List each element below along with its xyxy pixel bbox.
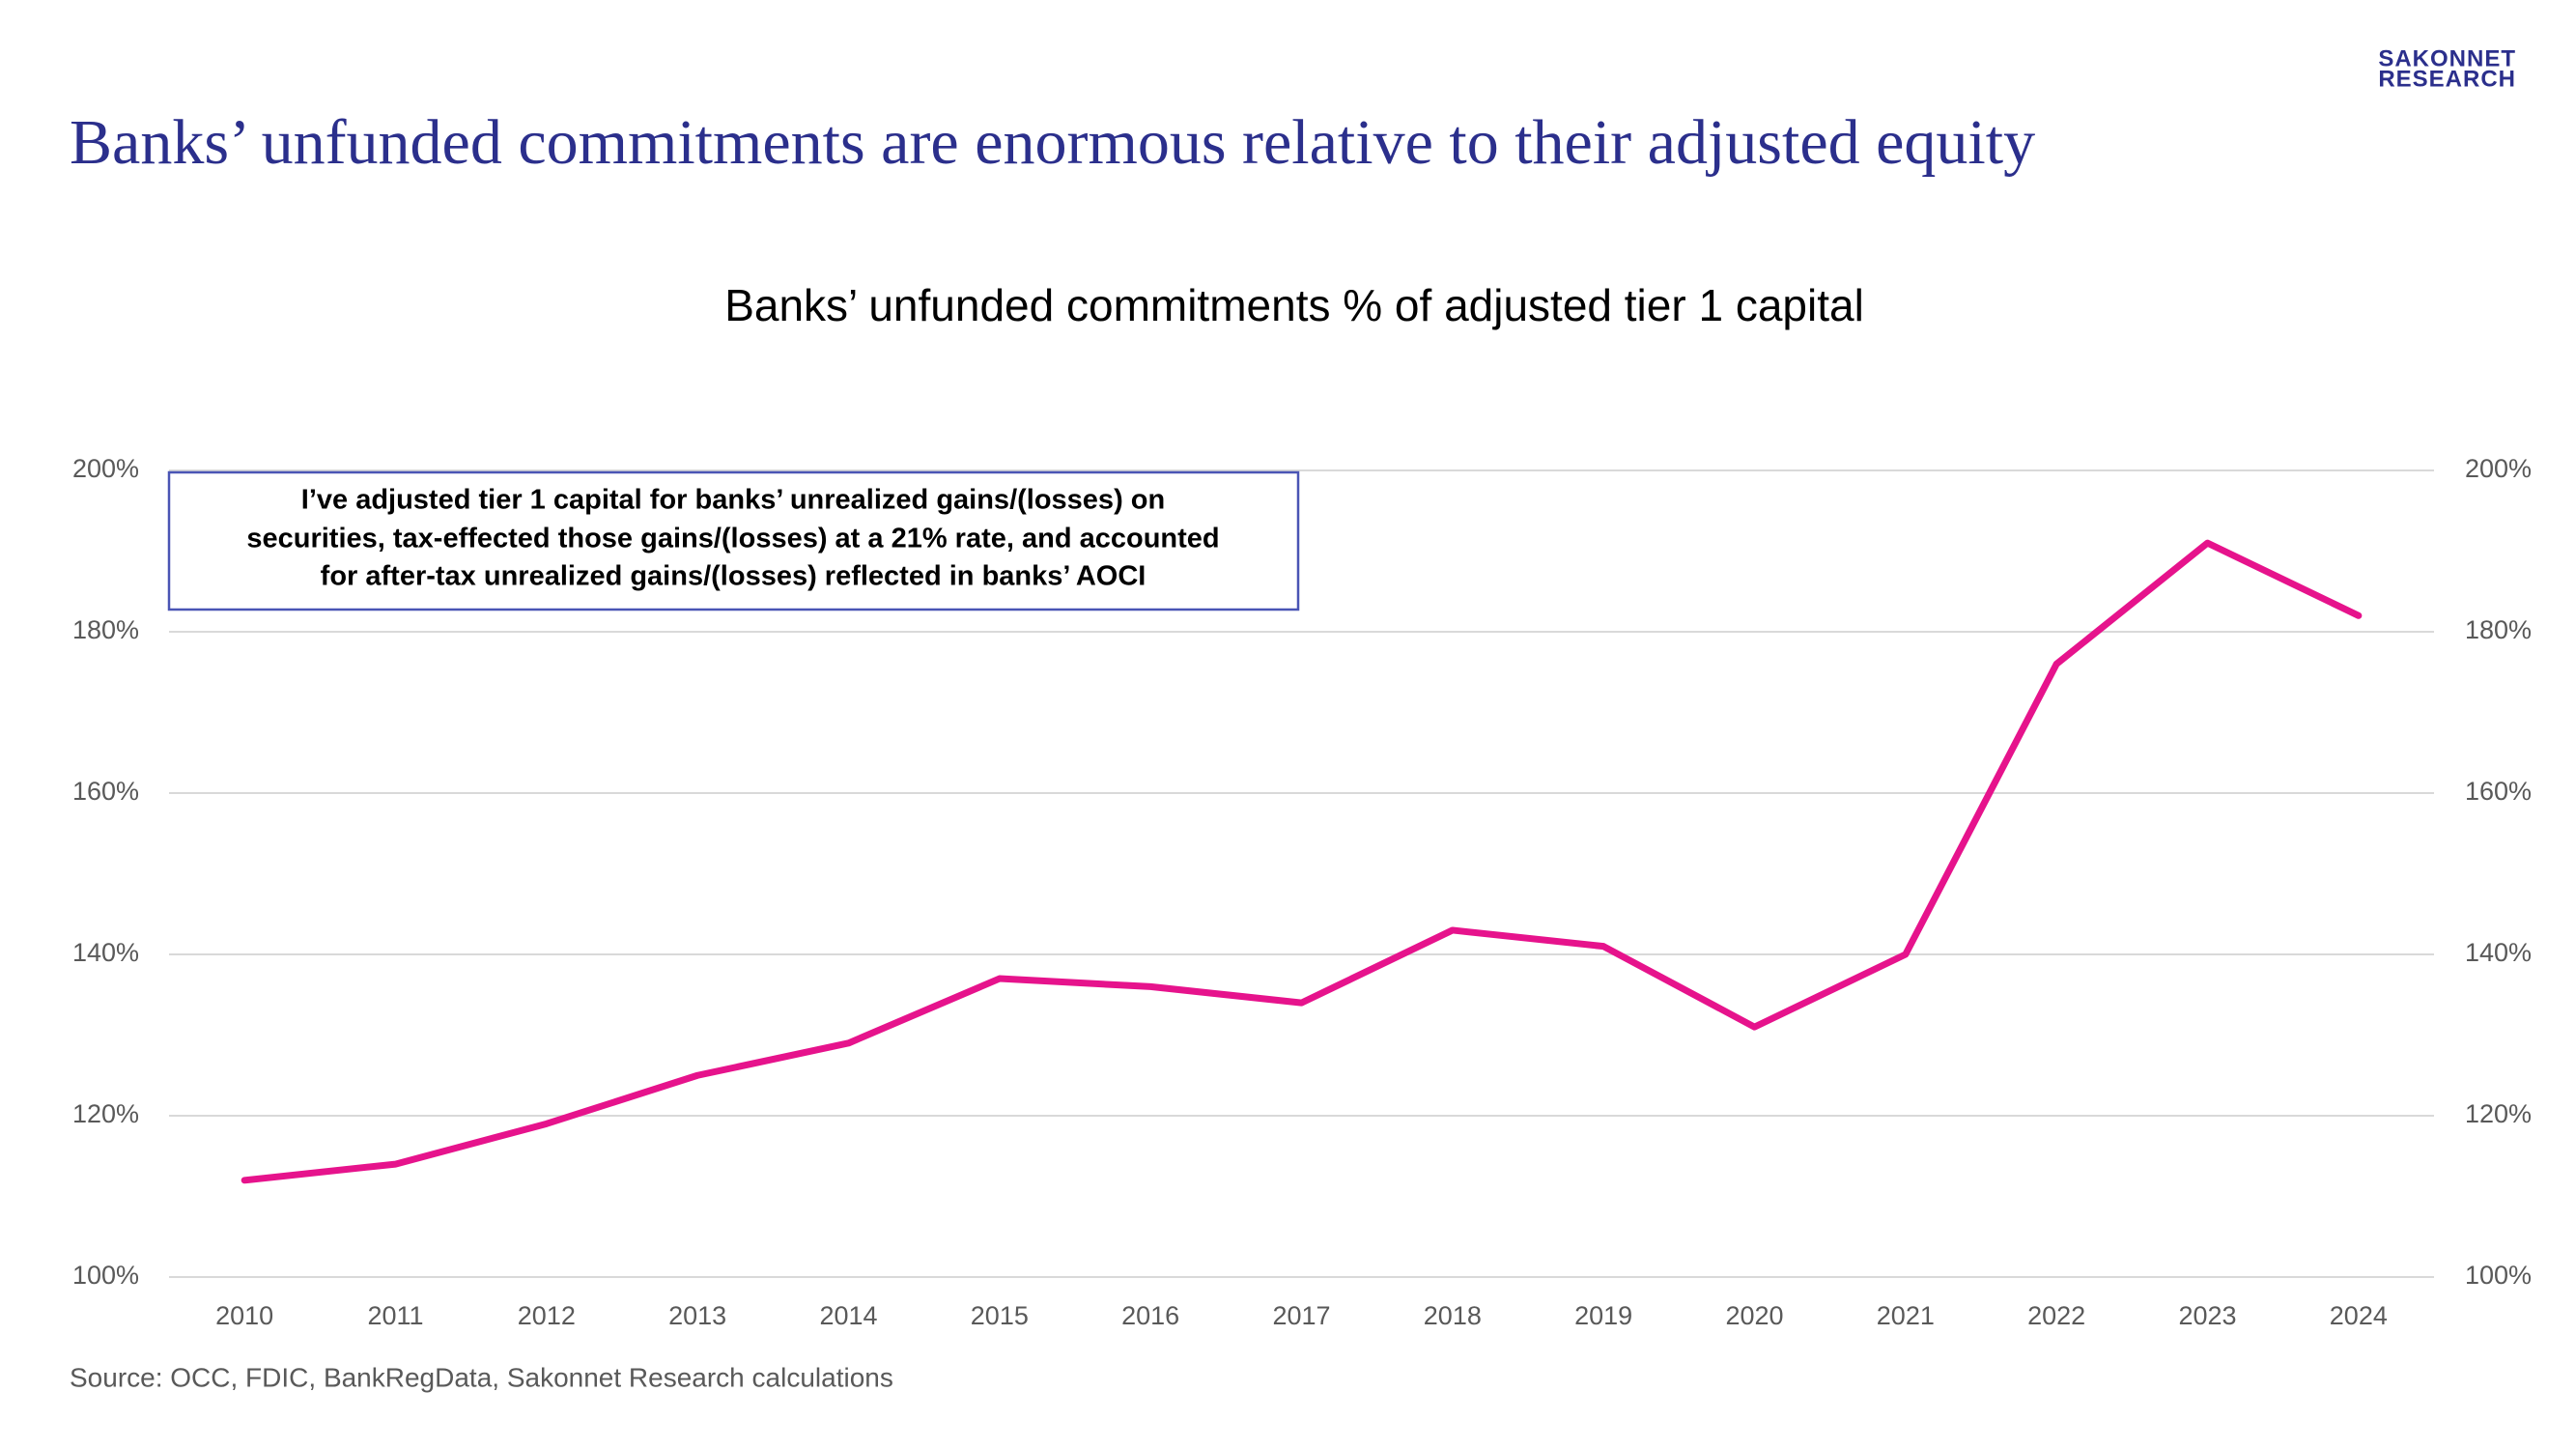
logo: RESEARCH: [2378, 66, 2516, 92]
logo: SAKONNET: [2378, 45, 2516, 71]
x-tick-label: 2015: [971, 1301, 1029, 1330]
x-tick-label: 2012: [518, 1301, 576, 1330]
x-tick-label: 2017: [1272, 1301, 1330, 1330]
annotation: securities, tax-effected those gains/(lo…: [246, 524, 1219, 554]
y-tick-label: 200%: [72, 454, 139, 483]
source: Source: OCC, FDIC, BankRegData, Sakonnet…: [70, 1362, 893, 1392]
annotation-box: [167, 470, 1300, 611]
y-tick-label: 180%: [72, 615, 139, 644]
x-tick-label: 2011: [367, 1301, 423, 1330]
x-tick-label: 2013: [668, 1301, 726, 1330]
page-title: Banks’ unfunded commitments are enormous…: [70, 107, 2035, 178]
y-tick-label: 100%: [72, 1261, 139, 1290]
x-tick-label: 2023: [2178, 1301, 2236, 1330]
x-tick-label: 2020: [1725, 1301, 1783, 1330]
y2-tick-label: 180%: [2465, 615, 2532, 644]
y2-tick-label: 120%: [2465, 1099, 2532, 1128]
x-tick-label: 2024: [2330, 1301, 2388, 1330]
y2-tick-label: 140%: [2465, 938, 2532, 967]
y-tick-label: 160%: [72, 777, 139, 806]
y2-tick-label: 200%: [2465, 454, 2532, 483]
x-tick-label: 2021: [1877, 1301, 1935, 1330]
y-tick-label: 140%: [72, 938, 139, 967]
x-tick-label: 2016: [1121, 1301, 1179, 1330]
y-tick-label: 120%: [72, 1099, 139, 1128]
annotation: I’ve adjusted tier 1 capital for banks’ …: [301, 485, 1165, 516]
annotation: for after-tax unrealized gains/(losses) …: [321, 561, 1146, 592]
chart-title: Banks’ unfunded commitments % of adjuste…: [724, 280, 1864, 330]
x-tick-label: 2019: [1574, 1301, 1632, 1330]
x-tick-label: 2022: [2027, 1301, 2085, 1330]
x-tick-label: 2018: [1424, 1301, 1482, 1330]
plot-area: 100% 120% 140% 160% 180% 200% 100% 120% 140% 160%…: [72, 454, 2532, 1330]
x-tick-label: 2010: [215, 1301, 273, 1330]
x-tick-label: 2014: [819, 1301, 877, 1330]
y2-tick-label: 160%: [2465, 777, 2532, 806]
y2-tick-label: 100%: [2465, 1261, 2532, 1290]
data-line: [241, 539, 2363, 1184]
